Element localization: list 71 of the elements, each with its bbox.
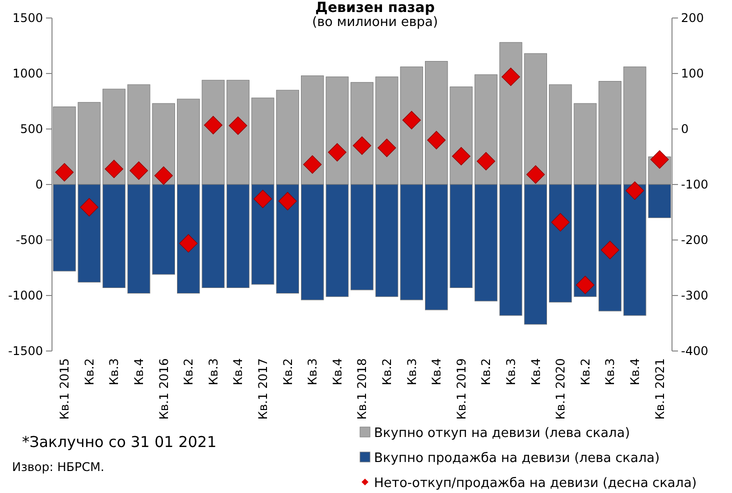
x-tick-label: Кв.1 2018 [355, 358, 370, 420]
x-tick-label: Кв.2 [380, 358, 394, 386]
point [228, 116, 248, 135]
x-tick-label: Кв.2 [578, 358, 592, 386]
x-tick-label: Кв.1 2015 [58, 358, 72, 420]
x-tick-label: Кв.1 2020 [554, 358, 568, 420]
x-tick-label: Кв.3 [206, 358, 220, 386]
point [352, 136, 372, 155]
y-tick-label: -1000 [8, 288, 43, 302]
x-tick-label: Кв.4 [528, 358, 543, 386]
x-tick-label: Кв.2 [280, 358, 295, 386]
text: *Заклучно со 31 01 2021 [22, 433, 217, 451]
x-tick-label: Кв.2 [479, 358, 494, 386]
y2-tick-label: -300 [681, 288, 708, 302]
point [303, 155, 322, 174]
y-tick-label: 1500 [12, 10, 43, 25]
x-tick-label: Кв.4 [628, 358, 642, 386]
x-tick-label: Кв.2 [82, 358, 96, 386]
y-tick-label: 1000 [12, 66, 43, 80]
point [154, 166, 173, 185]
point [526, 165, 545, 184]
point [278, 192, 297, 210]
point [626, 181, 644, 200]
x-tick-label: Кв.1 2016 [156, 358, 171, 420]
y2-tick-label: 200 [681, 10, 704, 25]
y2-tick-label: -200 [681, 232, 708, 247]
y-tick-label: 500 [20, 122, 43, 136]
point [551, 213, 570, 232]
point [104, 160, 124, 178]
y2-tick-label: -100 [681, 177, 708, 192]
x-tick-label: Кв.3 [404, 358, 419, 386]
x-tick-label: Кв.3 [504, 358, 518, 386]
x-tick-label: Кв.1 2017 [256, 358, 270, 420]
x-tick-label: Кв.1 2019 [454, 358, 468, 420]
x-tick-label: Кв.3 [603, 358, 618, 386]
chart-title: Девизен пазар [315, 0, 435, 16]
x-tick-label: Кв.1 2021 [652, 358, 667, 420]
point [650, 150, 669, 169]
legend-label: Вкупно продажба на девизи (лева скала) [374, 451, 660, 466]
y2-tick-label: 0 [681, 122, 689, 136]
point [55, 163, 74, 182]
y-tick-label: -1500 [8, 344, 43, 358]
point [204, 116, 222, 134]
point [179, 234, 198, 253]
point [600, 240, 620, 260]
point [254, 190, 272, 208]
y2-tick-label: 100 [681, 66, 704, 80]
point [452, 146, 470, 166]
point [476, 152, 496, 170]
text: Извор: НБРСМ. [12, 460, 104, 474]
point [502, 68, 520, 86]
point [427, 130, 446, 150]
chart-subtitle: (во милиони евра) [312, 15, 438, 30]
point [378, 138, 396, 158]
x-tick-label: Кв.3 [107, 358, 122, 386]
point [402, 110, 421, 130]
x-tick-label: Кв.4 [430, 358, 444, 386]
point [576, 276, 594, 294]
x-tick-label: Кв.4 [330, 358, 344, 386]
point [130, 161, 148, 180]
y2-tick-label: -400 [681, 344, 708, 358]
legend-label: Вкупно откуп на девизи (лева скала) [374, 426, 630, 441]
x-tick-label: Кв.4 [132, 358, 146, 386]
x-tick-label: Кв.4 [231, 358, 246, 386]
point [80, 198, 98, 216]
x-tick-label: Кв.3 [306, 358, 320, 386]
legend-label: Нето-откуп/продажба на девизи (десна скала) [374, 476, 697, 491]
point [328, 143, 346, 162]
y-tick-label: 0 [35, 177, 43, 192]
x-tick-label: Кв.2 [182, 358, 196, 386]
y-tick-label: -500 [16, 232, 43, 247]
